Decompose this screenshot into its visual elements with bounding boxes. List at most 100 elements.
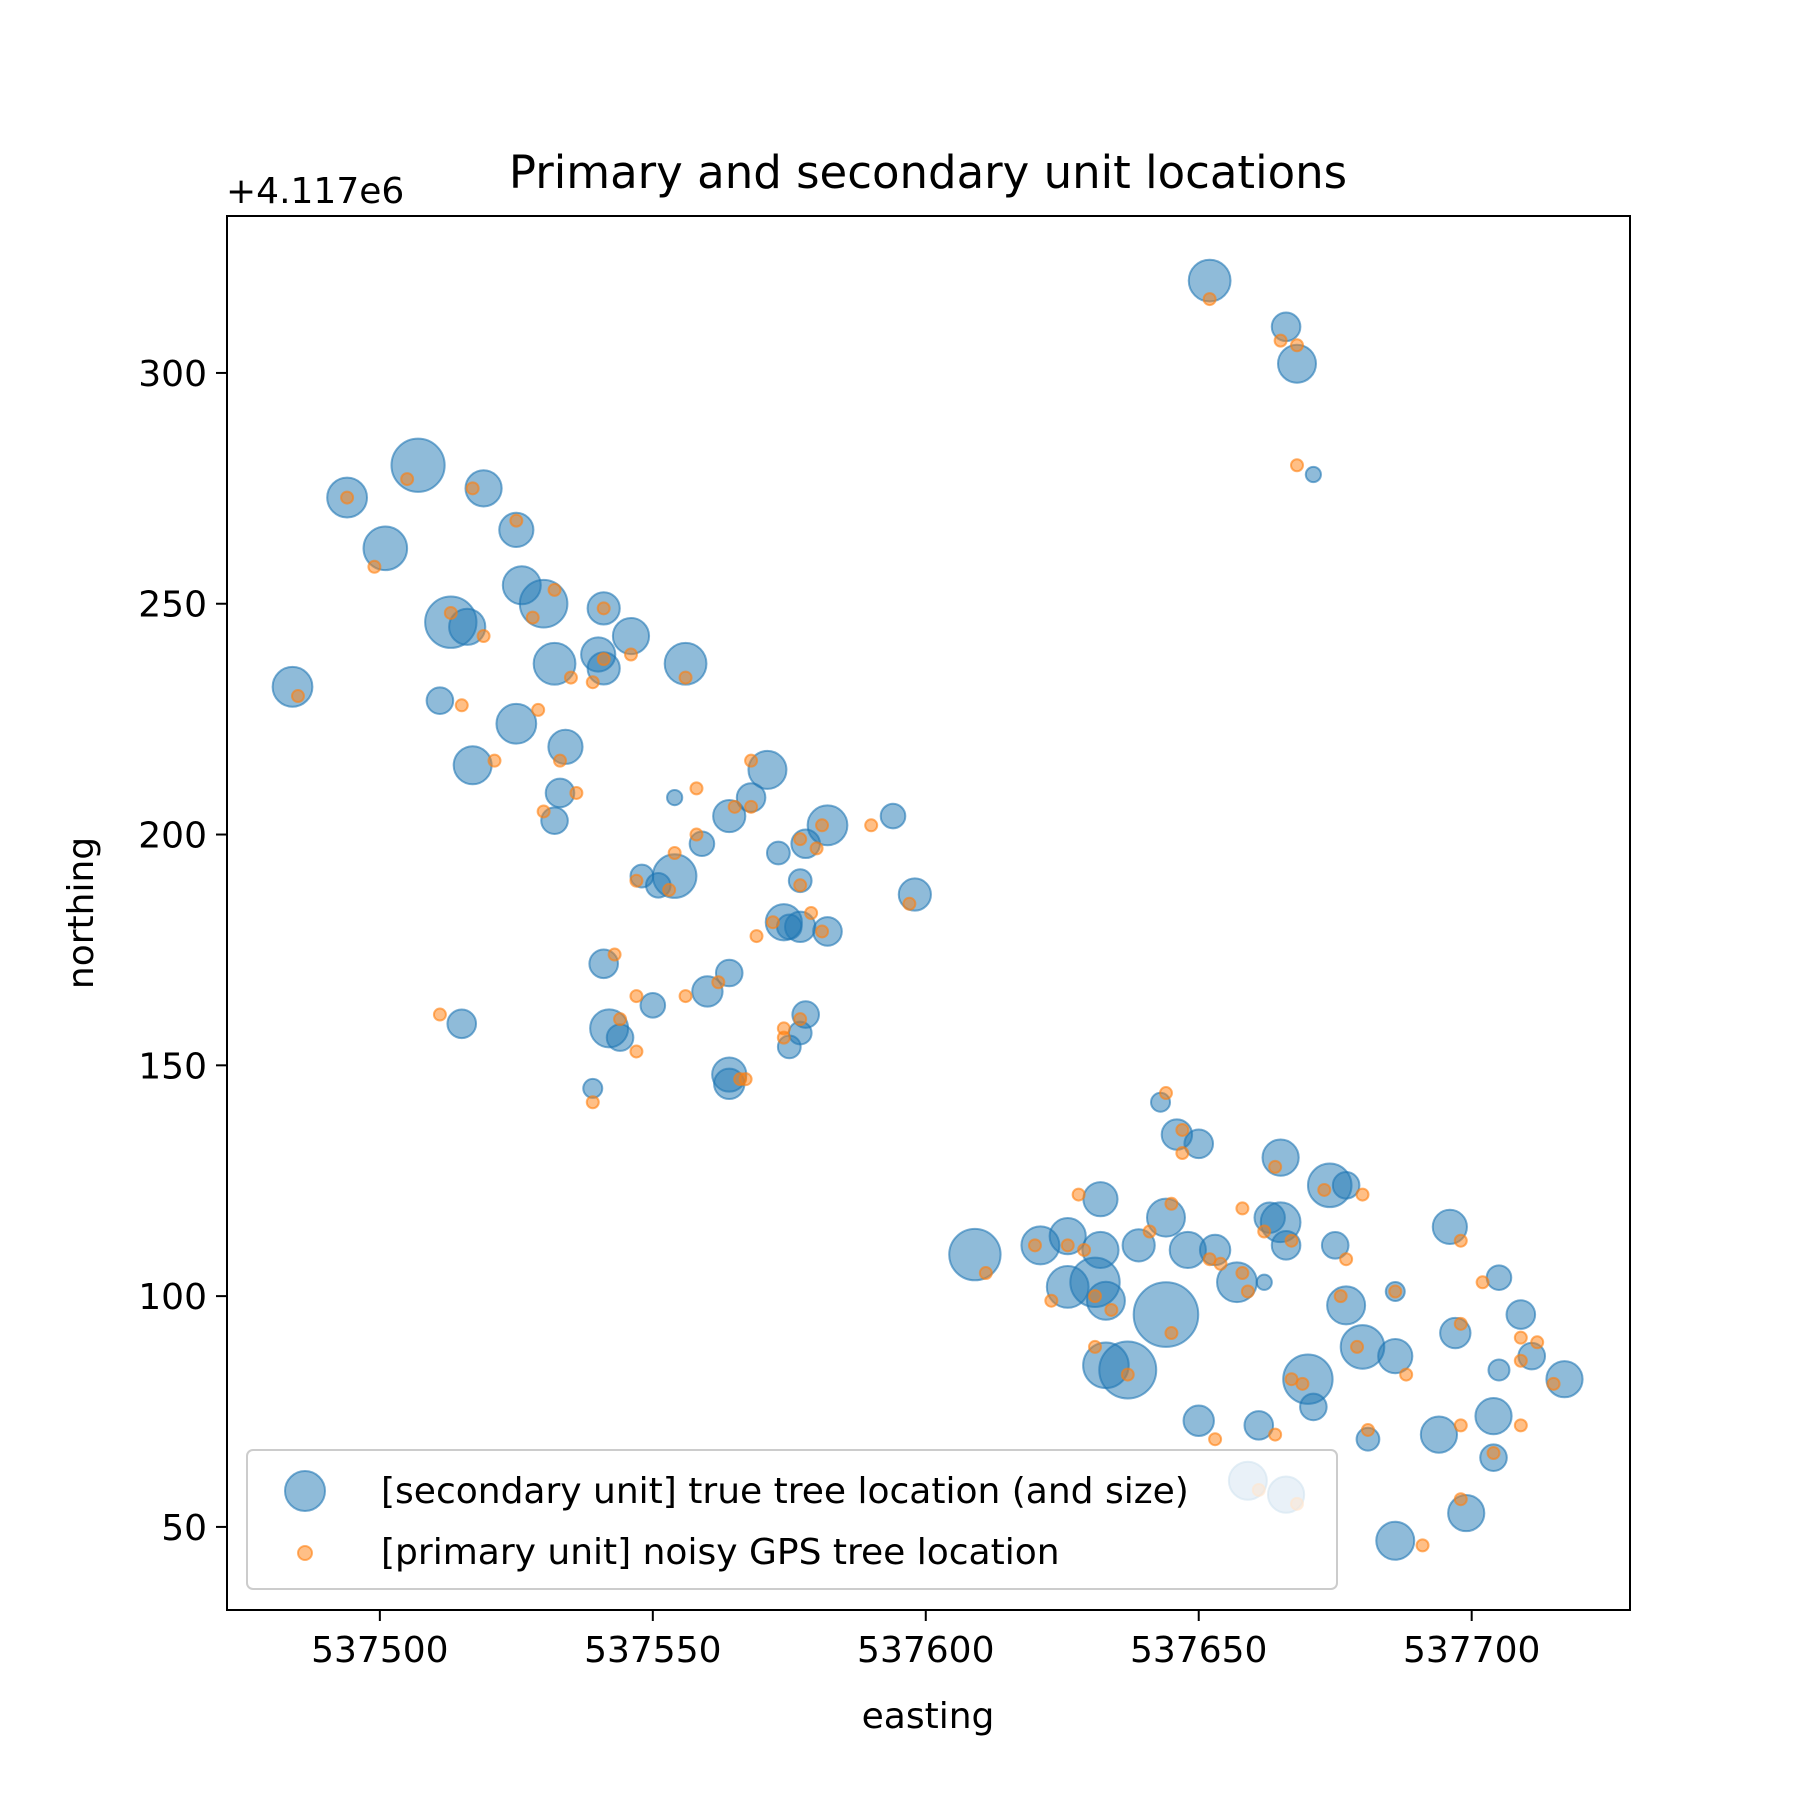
primary-gps-point bbox=[525, 610, 540, 625]
primary-gps-point bbox=[689, 827, 704, 842]
primary-gps-point bbox=[1268, 1159, 1283, 1174]
secondary-tree-point bbox=[1487, 1358, 1511, 1382]
primary-gps-point bbox=[1399, 1367, 1414, 1382]
legend-frame bbox=[246, 1449, 1338, 1590]
secondary-tree-point bbox=[1132, 1281, 1200, 1348]
primary-gps-point bbox=[1071, 1187, 1086, 1202]
legend-label-secondary: [secondary unit] true tree location (and… bbox=[381, 1471, 1189, 1512]
secondary-tree-point bbox=[446, 1008, 478, 1040]
primary-gps-point bbox=[432, 1007, 447, 1022]
legend-label-primary: [primary unit] noisy GPS tree location bbox=[381, 1532, 1060, 1573]
secondary-tree-point bbox=[1255, 1273, 1273, 1291]
x-tick-label: 537700 bbox=[1403, 1630, 1540, 1671]
secondary-tree-point bbox=[948, 1227, 1002, 1282]
secondary-tree-point bbox=[1474, 1397, 1513, 1436]
primary-gps-point bbox=[1530, 1335, 1545, 1350]
secondary-tree-point bbox=[448, 607, 487, 646]
secondary-tree-point bbox=[1183, 1128, 1215, 1160]
secondary-tree-point bbox=[1182, 1404, 1215, 1437]
secondary-tree-point bbox=[464, 469, 503, 508]
primary-gps-point bbox=[1355, 1187, 1370, 1202]
secondary-tree-point bbox=[1082, 1181, 1119, 1218]
primary-gps-point bbox=[585, 1095, 600, 1110]
secondary-tree-point bbox=[1485, 1264, 1513, 1291]
primary-gps-point bbox=[793, 1012, 808, 1027]
primary-gps-point bbox=[531, 702, 546, 717]
primary-gps-point bbox=[443, 605, 458, 620]
primary-gps-point bbox=[1060, 1238, 1075, 1253]
primary-gps-point bbox=[1453, 1233, 1468, 1248]
y-tick-label: 200 bbox=[138, 816, 207, 857]
primary-gps-point bbox=[1164, 1326, 1179, 1341]
primary-gps-point bbox=[1104, 1302, 1119, 1317]
primary-gps-point bbox=[563, 670, 578, 685]
primary-gps-point bbox=[1289, 338, 1304, 353]
primary-gps-point bbox=[1175, 1122, 1190, 1137]
primary-gps-point bbox=[1453, 1316, 1468, 1331]
secondary-tree-point bbox=[452, 745, 493, 786]
y-tick-label: 50 bbox=[161, 1508, 207, 1549]
primary-gps-point bbox=[569, 785, 584, 800]
secondary-tree-point bbox=[639, 992, 667, 1019]
primary-gps-point bbox=[1208, 1432, 1223, 1447]
primary-gps-point bbox=[607, 947, 622, 962]
primary-gps-point bbox=[465, 481, 480, 496]
secondary-tree-point bbox=[879, 802, 907, 830]
primary-gps-point bbox=[1120, 1367, 1135, 1382]
secondary-tree-point bbox=[666, 789, 684, 807]
chart-title: Primary and secondary unit locations bbox=[509, 146, 1347, 199]
secondary-tree-point bbox=[1377, 1338, 1414, 1375]
secondary-tree-point bbox=[1304, 465, 1322, 484]
primary-gps-point bbox=[629, 1044, 644, 1059]
primary-gps-point bbox=[815, 924, 830, 939]
primary-gps-point bbox=[1350, 1339, 1365, 1354]
secondary-tree-point bbox=[495, 702, 538, 745]
primary-gps-point bbox=[765, 915, 780, 930]
plot-area-frame bbox=[226, 215, 1631, 1611]
x-axis-label: easting bbox=[862, 1696, 995, 1737]
primary-gps-point bbox=[1513, 1330, 1528, 1345]
primary-gps-point bbox=[1333, 1289, 1348, 1304]
legend: [secondary unit] true tree location (and… bbox=[246, 1449, 1338, 1590]
primary-gps-point bbox=[1202, 292, 1217, 307]
y-axis-label: northing bbox=[61, 837, 102, 989]
secondary-tree-point bbox=[1299, 1392, 1328, 1422]
primary-gps-point bbox=[815, 818, 830, 833]
secondary-tree-point bbox=[1243, 1410, 1275, 1441]
primary-gps-point bbox=[809, 841, 824, 856]
legend-marker-secondary bbox=[284, 1470, 326, 1512]
primary-gps-point bbox=[902, 896, 917, 911]
primary-gps-point bbox=[749, 929, 764, 944]
primary-gps-point bbox=[744, 799, 759, 814]
primary-gps-point bbox=[1213, 1256, 1228, 1271]
primary-gps-point bbox=[978, 1266, 993, 1281]
primary-gps-point bbox=[793, 832, 808, 847]
x-tick-label: 537550 bbox=[584, 1630, 721, 1671]
primary-gps-point bbox=[547, 582, 562, 597]
primary-gps-point bbox=[1453, 1492, 1468, 1507]
y-tick-label: 250 bbox=[138, 585, 207, 626]
x-tick-label: 537600 bbox=[857, 1630, 994, 1671]
primary-gps-point bbox=[1175, 1146, 1190, 1161]
secondary-tree-point bbox=[1375, 1520, 1416, 1561]
primary-gps-point bbox=[400, 472, 415, 487]
primary-gps-point bbox=[629, 989, 644, 1004]
primary-gps-point bbox=[744, 753, 759, 768]
primary-gps-point bbox=[776, 1030, 791, 1045]
primary-gps-point bbox=[1295, 1376, 1310, 1391]
secondary-tree-point bbox=[605, 1023, 635, 1052]
primary-gps-point bbox=[1240, 1284, 1255, 1299]
primary-gps-point bbox=[727, 799, 742, 814]
secondary-tree-point bbox=[1419, 1415, 1459, 1454]
secondary-tree-point bbox=[425, 686, 455, 715]
primary-gps-point bbox=[536, 804, 551, 819]
primary-gps-point bbox=[1158, 1086, 1173, 1101]
primary-gps-point bbox=[662, 882, 677, 897]
primary-gps-point bbox=[733, 1072, 748, 1087]
primary-gps-point bbox=[1235, 1201, 1250, 1216]
primary-gps-point bbox=[585, 675, 600, 690]
primary-gps-point bbox=[1077, 1242, 1092, 1257]
primary-gps-point bbox=[1289, 458, 1304, 473]
x-tick-label: 537500 bbox=[311, 1630, 448, 1671]
